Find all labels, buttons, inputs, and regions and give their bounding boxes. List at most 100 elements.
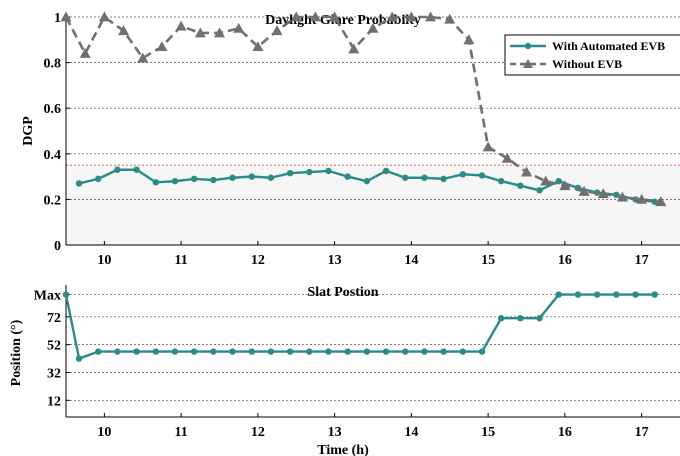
dgp-x-tick-label: 10 [97,253,111,268]
slat-x-tick-label: 12 [251,425,265,440]
slat-point-with-evb [440,348,447,355]
dgp-chart-title: Daylight Glare Probabilty [265,13,421,28]
dgp-point-with-evb [267,174,275,181]
dgp-point-without-evb [271,25,283,36]
dgp-point-without-evb [444,13,456,24]
dgp-point-with-evb [286,169,294,177]
dgp-point-without-evb [194,27,206,38]
dgp-point-without-evb [616,191,628,202]
dgp-point-without-evb [367,22,379,33]
slat-point-with-evb [517,315,524,322]
slat-point-with-evb [133,348,140,355]
dgp-x-tick-label: 14 [404,253,418,268]
slat-point-with-evb [382,348,390,355]
slat-x-tick-label: 14 [404,425,418,440]
dgp-point-with-evb [344,173,351,180]
slat-point-with-evb [114,348,121,355]
slat-point-with-evb [574,291,582,298]
slat-point-with-evb [632,291,639,298]
dgp-y-tick-label: 0.2 [44,193,62,208]
slat-point-with-evb [536,315,543,322]
dgp-point-without-evb [98,11,110,22]
legend-marker-without-evb [523,59,533,68]
dgp-point-without-evb [214,27,225,38]
slat-y-tick-label: Max [34,289,61,304]
slat-x-axis-label: Time (h) [317,443,369,456]
slat-point-with-evb [402,348,409,355]
dgp-point-with-evb [402,174,409,181]
dgp-point-without-evb [309,11,321,22]
dgp-point-with-evb [95,175,102,183]
slat-y-tick-label: 32 [47,366,61,381]
slat-point-with-evb [363,348,371,355]
slat-y-tick-label: 72 [47,311,61,326]
dgp-point-with-evb [651,198,658,205]
dgp-point-with-evb [248,173,255,180]
slat-point-with-evb [210,348,217,355]
slat-point-with-evb [421,348,428,355]
dgp-point-with-evb [171,177,179,185]
dgp-point-without-evb [118,25,130,36]
slat-x-tick-label: 15 [481,425,495,440]
legend-marker-with-evb [524,42,532,50]
slat-point-with-evb [497,315,505,322]
dgp-series-line-without-evb [64,15,661,203]
slat-point-with-evb [267,348,275,355]
slat-x-tick-label: 17 [635,425,649,440]
slat-point-with-evb [229,348,236,355]
slat-point-with-evb [62,291,70,298]
dgp-x-tick-label: 11 [175,253,188,268]
dgp-x-tick-label: 12 [251,253,265,268]
dgp-point-without-evb [252,41,264,52]
slat-point-with-evb [555,291,562,298]
dgp-point-with-evb [363,177,371,185]
dgp-point-without-evb [137,52,149,63]
dgp-point-with-evb [133,166,140,173]
dgp-point-without-evb [348,43,360,54]
dgp-point-without-evb [290,11,302,22]
slat-point-with-evb [478,348,486,355]
dgp-point-without-evb [175,20,187,31]
dgp-point-without-evb [60,11,72,22]
dgp-point-with-evb [459,171,466,178]
dgp-y-axis-label: DGP [21,116,36,146]
dgp-point-without-evb [329,11,341,22]
dgp-y-tick-label: 1 [54,11,61,26]
dgp-point-without-evb [501,152,513,163]
dgp-point-with-evb [210,176,217,184]
dgp-x-tick-label: 16 [558,253,572,268]
dgp-y-tick-label: 0.4 [44,148,62,163]
dgp-point-with-evb [190,175,198,183]
slat-x-tick-label: 13 [328,425,342,440]
slat-point-with-evb [190,348,198,355]
slat-point-with-evb [344,348,351,355]
dgp-point-without-evb [425,11,437,22]
dgp-y-tick-label: 0 [54,239,61,254]
dgp-point-with-evb [517,182,524,189]
slat-point-with-evb [95,348,102,355]
dgp-point-with-evb [325,167,332,175]
dgp-x-tick-label: 17 [635,253,649,268]
dgp-point-without-evb [386,11,398,22]
dgp-point-with-evb [75,180,83,187]
legend: With Automated EVB Without EVB [504,34,680,76]
dgp-y-tick-label: 0.8 [44,57,62,72]
slat-y-tick-label: 12 [47,394,61,409]
slat-point-with-evb [152,348,159,355]
dgp-point-with-evb [478,172,486,179]
dgp-point-without-evb [540,175,552,186]
slat-point-with-evb [325,348,332,355]
slat-chart-title: Slat Postion [307,285,378,300]
dgp-point-with-evb [152,179,159,186]
slat-y-axis-label: Position (°) [9,319,24,386]
dgp-point-without-evb [636,193,648,204]
slat-y-tick-label: 52 [47,339,61,354]
slat-point-with-evb [593,291,601,298]
dgp-point-without-evb [482,141,494,152]
slat-point-with-evb [306,348,313,355]
dgp-point-with-evb [229,174,236,181]
dgp-point-with-evb [497,177,505,185]
dgp-point-with-evb [536,187,543,194]
dgp-point-without-evb [559,180,571,191]
